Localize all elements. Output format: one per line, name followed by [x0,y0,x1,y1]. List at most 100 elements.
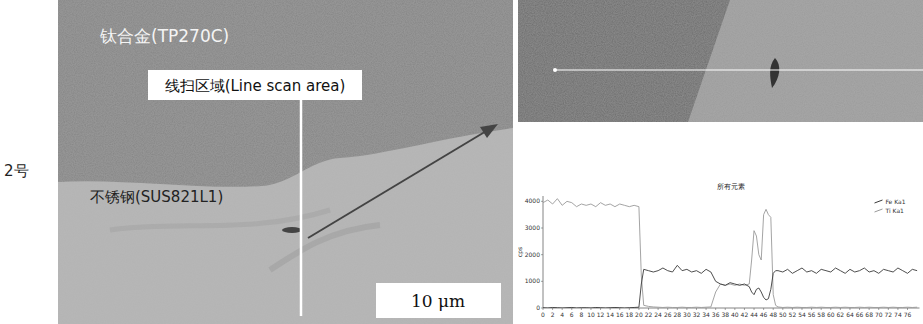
x-tick [658,308,659,310]
x-tick-label: 56 [808,311,816,318]
x-tick-label: 26 [664,311,672,318]
x-tick-label: 64 [846,311,854,318]
figure: 2号 钛合金(TP270C)线扫区域(Line scan area)不锈钢(SUS… [0,0,923,324]
x-tick [792,308,793,310]
x-tick [859,308,860,310]
x-tick [744,308,745,310]
texture [270,225,380,270]
x-tick-label: 70 [875,311,883,318]
lower-label: 不锈钢(SUS821L1) [90,188,223,206]
x-tick-label: 62 [837,311,845,318]
y-tick [541,228,543,229]
x-tick-label: 40 [731,311,739,318]
x-tick-label: 54 [798,311,806,318]
x-tick-label: 28 [673,311,681,318]
x-tick [677,308,678,310]
zoom-scan-start [553,68,557,72]
x-tick-label: 16 [616,311,624,318]
x-tick-label: 20 [635,311,643,318]
plot-lines [543,199,917,308]
x-tick [686,308,687,310]
titanium-region [58,0,513,324]
x-tick [725,308,726,310]
x-tick [562,308,563,310]
series-line [543,265,917,308]
x-tick-label: 50 [779,311,787,318]
y-tick [541,281,543,282]
x-tick-label: 34 [702,311,710,318]
series-line [543,199,917,308]
x-tick [715,308,716,310]
x-tick [581,308,582,310]
x-tick-label: 24 [654,311,662,318]
chart-title: 所有元素 [717,183,745,191]
y-tick-label: 2000 [525,251,540,258]
x-tick-label: 12 [597,311,605,318]
x-tick [696,308,697,310]
x-tick-label: 38 [721,311,729,318]
x-tick-label: 2 [551,311,555,318]
y-tick-label: 3000 [525,224,540,231]
x-tick-label: 48 [769,311,777,318]
scale-box [376,283,501,318]
scan-label: 线扫区域(Line scan area) [165,77,346,95]
legend-swatch [875,209,883,212]
legend-swatch [875,200,883,203]
zoom-image [518,0,923,122]
x-tick-label: 14 [606,311,614,318]
x-tick [869,308,870,310]
x-tick [571,308,572,310]
x-tick [840,308,841,310]
x-tick [773,308,774,310]
x-tick-label: 32 [693,311,701,318]
x-tick [590,308,591,310]
x-tick-label: 52 [789,311,797,318]
x-tick [907,308,908,310]
x-tick [552,308,553,310]
x-tick-label: 76 [904,311,912,318]
x-tick-label: 68 [865,311,873,318]
chart: 所有元素cps010002000300040000246810121416182… [516,180,923,324]
x-tick-label: 18 [626,311,634,318]
x-tick [734,308,735,310]
x-tick [888,308,889,310]
x-tick-label: 22 [645,311,653,318]
label-box [148,70,362,100]
texture [110,210,330,230]
y-label: cps [516,247,524,257]
legend-label: Ti Ka1 [885,207,905,214]
x-tick [754,308,755,310]
sem-image: 钛合金(TP270C)线扫区域(Line scan area)不锈钢(SUS82… [58,0,513,324]
x-tick-label: 60 [827,311,835,318]
x-tick [830,308,831,310]
x-tick [619,308,620,310]
x-tick [543,308,544,310]
zoom-dark [518,0,730,122]
x-tick [811,308,812,310]
x-tick [821,308,822,310]
x-tick-label: 6 [570,311,574,318]
x-tick [629,308,630,310]
x-tick [897,308,898,310]
y-tick-label: 1000 [525,277,540,284]
x-tick [667,308,668,310]
y-tick-label: 4000 [525,197,540,204]
x-tick-label: 30 [683,311,691,318]
x-tick [763,308,764,310]
zoom-scan-line [555,69,923,70]
y-tick [541,201,543,202]
row-label: 2号 [4,162,29,180]
zoom-spot [770,58,779,88]
arrow-head [480,124,498,138]
arrow-shaft [308,130,488,238]
x-tick-label: 10 [587,311,595,318]
x-tick-label: 72 [885,311,893,318]
steel-region [58,128,513,324]
x-tick [782,308,783,310]
legend-label: Fe Ka1 [886,198,906,205]
y-tick [541,254,543,255]
y-axis [543,196,544,308]
dark-spot [282,227,302,233]
scan-line [300,100,303,316]
x-tick-label: 8 [579,311,583,318]
